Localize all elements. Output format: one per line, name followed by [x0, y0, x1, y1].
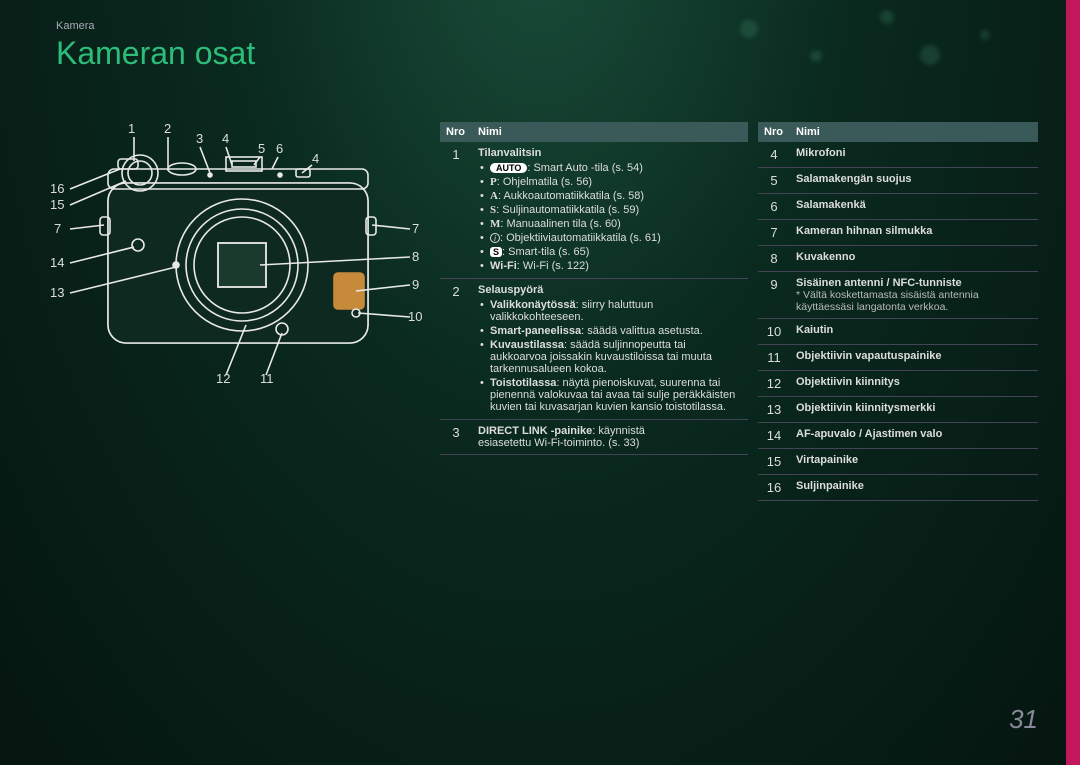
row-num: 10 [758, 319, 790, 345]
row-content: Objektiivin kiinnitys [790, 371, 1038, 397]
row-num: 16 [758, 475, 790, 501]
callout: 7 [54, 221, 61, 236]
callout: 1 [128, 121, 135, 136]
row-content: SelauspyöräValikkonäytössä: siirry halut… [472, 279, 748, 420]
row-num: 1 [440, 142, 472, 279]
callout: 5 [258, 141, 265, 156]
accent-bar [1066, 0, 1080, 765]
row-content: TilanvalitsinAUTO: Smart Auto -tila (s. … [472, 142, 748, 279]
row-num: 6 [758, 194, 790, 220]
row-content: Salamakenkä [790, 194, 1038, 220]
row-content: Virtapainike [790, 449, 1038, 475]
callout: 3 [196, 131, 203, 146]
row-content: Objektiivin kiinnitysmerkki [790, 397, 1038, 423]
parts-table-right: Nro Nimi 4Mikrofoni5Salamakengän suojus6… [758, 122, 1038, 501]
row-content: Kaiutin [790, 319, 1038, 345]
row-content: Kuvakenno [790, 246, 1038, 272]
callout: 4 [222, 131, 229, 146]
th-nro: Nro [758, 122, 790, 142]
page-title: Kameran osat [56, 35, 255, 72]
row-num: 2 [440, 279, 472, 420]
th-nro: Nro [440, 122, 472, 142]
row-content: AF-apuvalo / Ajastimen valo [790, 423, 1038, 449]
breadcrumb: Kamera [56, 20, 95, 32]
th-nimi: Nimi [472, 122, 748, 142]
parts-table-left: Nro Nimi 1TilanvalitsinAUTO: Smart Auto … [440, 122, 748, 455]
callout: 2 [164, 121, 171, 136]
camera-diagram: 1 2 3 4 5 6 4 16 15 7 14 13 7 8 9 10 12 … [60, 125, 420, 425]
row-content: Sisäinen antenni / NFC-tunniste* Vältä k… [790, 272, 1038, 319]
callout: 14 [50, 255, 64, 270]
callout: 11 [260, 371, 274, 386]
callout: 13 [50, 285, 64, 300]
row-num: 13 [758, 397, 790, 423]
callout: 6 [276, 141, 283, 156]
row-content: Kameran hihnan silmukka [790, 220, 1038, 246]
row-num: 14 [758, 423, 790, 449]
row-content: Suljinpainike [790, 475, 1038, 501]
row-num: 3 [440, 420, 472, 455]
row-num: 5 [758, 168, 790, 194]
callout: 16 [50, 181, 64, 196]
callout: 7 [412, 221, 419, 236]
row-num: 7 [758, 220, 790, 246]
row-content: Salamakengän suojus [790, 168, 1038, 194]
callout: 4 [312, 151, 319, 166]
callout: 10 [408, 309, 422, 324]
callout: 12 [216, 371, 230, 386]
page-number: 31 [1009, 704, 1038, 735]
row-num: 4 [758, 142, 790, 168]
callout: 9 [412, 277, 419, 292]
th-nimi: Nimi [790, 122, 1038, 142]
callout: 8 [412, 249, 419, 264]
row-num: 11 [758, 345, 790, 371]
row-num: 9 [758, 272, 790, 319]
row-num: 8 [758, 246, 790, 272]
row-content: Mikrofoni [790, 142, 1038, 168]
row-num: 12 [758, 371, 790, 397]
callout: 15 [50, 197, 64, 212]
row-content: DIRECT LINK -painike: käynnistäesiasetet… [472, 420, 748, 455]
row-content: Objektiivin vapautuspainike [790, 345, 1038, 371]
row-num: 15 [758, 449, 790, 475]
